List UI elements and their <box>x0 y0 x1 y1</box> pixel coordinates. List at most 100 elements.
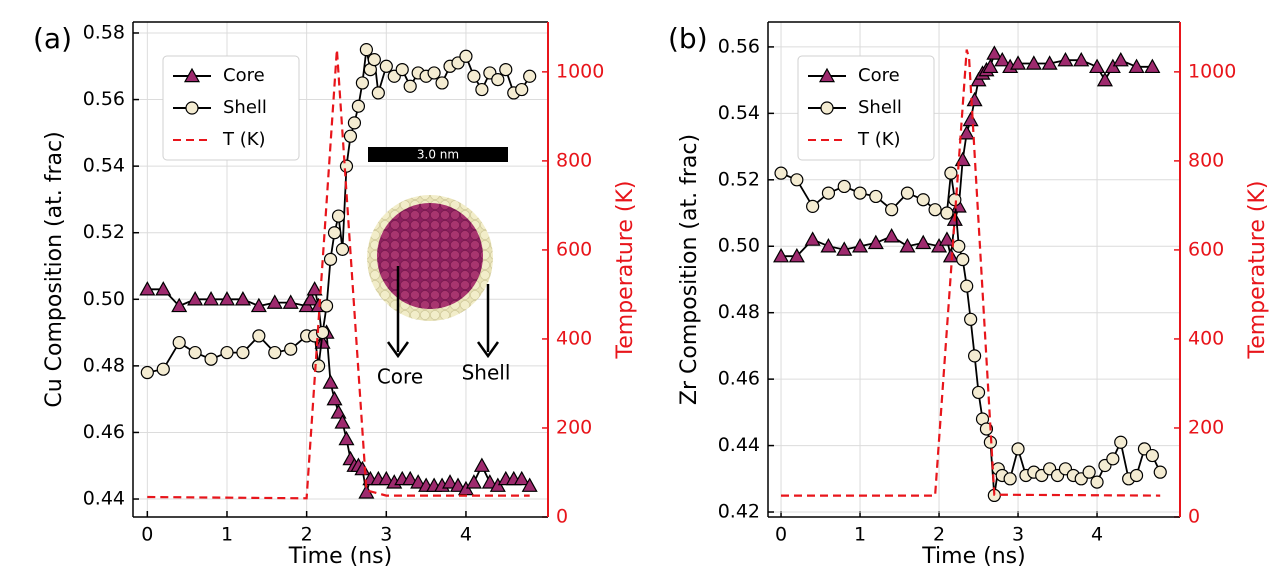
legend-label: T (K) <box>222 129 266 150</box>
y-tick-label: 0.50 <box>83 288 125 310</box>
x-tick-label: 2 <box>301 524 313 546</box>
marker <box>967 349 982 363</box>
y-tick-label: 0.56 <box>83 88 125 110</box>
marker <box>1090 475 1104 489</box>
marker <box>1011 442 1025 456</box>
marker <box>220 345 234 360</box>
marker <box>140 365 154 380</box>
marker <box>852 238 869 253</box>
marker <box>521 477 538 492</box>
marker <box>284 342 298 356</box>
x-tick-label: 4 <box>1091 524 1103 546</box>
y2-tick-label: 1000 <box>1188 60 1236 82</box>
marker <box>837 179 851 194</box>
marker <box>395 63 409 77</box>
y-tick-label: 0.54 <box>83 155 125 177</box>
x-tick-label: 1 <box>221 524 233 546</box>
marker <box>339 159 354 173</box>
x-tick-label: 4 <box>460 524 472 546</box>
arrow-head <box>476 341 500 359</box>
y-tick-label: 0.46 <box>83 421 125 443</box>
marker <box>982 58 999 74</box>
y2-tick-label: 400 <box>556 327 592 349</box>
legend-label: Core <box>858 65 900 86</box>
marker <box>867 234 884 250</box>
series-line <box>781 49 1161 497</box>
marker <box>367 53 381 67</box>
marker <box>491 72 505 87</box>
marker <box>187 291 204 306</box>
marker <box>467 69 481 83</box>
marker <box>172 335 186 350</box>
marker <box>475 82 489 97</box>
marker <box>1153 465 1167 479</box>
marker <box>962 111 979 127</box>
inset-label: Core <box>377 365 423 389</box>
marker <box>853 186 867 200</box>
marker <box>459 49 473 63</box>
marker <box>986 45 1003 60</box>
marker <box>473 457 490 472</box>
marker <box>1096 71 1113 87</box>
marker <box>940 206 954 220</box>
series-layer <box>773 45 1167 503</box>
marker <box>944 166 958 180</box>
marker <box>378 470 395 486</box>
marker <box>773 247 790 263</box>
marker <box>1041 55 1058 70</box>
inset: 3.0 nm Core Shell <box>367 147 510 389</box>
scale-bar <box>368 147 508 162</box>
y-tick-label: 0.44 <box>83 488 125 510</box>
marker <box>883 228 900 243</box>
marker <box>379 59 393 73</box>
legend-marker <box>183 67 201 83</box>
marker <box>315 325 330 340</box>
marker <box>156 362 170 376</box>
y-axis-title: Cu Composition (at. frac) <box>42 131 67 407</box>
marker <box>402 470 419 486</box>
marker <box>338 430 355 446</box>
marker <box>820 238 837 253</box>
marker <box>481 474 498 489</box>
scale-bar-label: 3.0 nm <box>417 148 459 162</box>
y-tick-label: 0.50 <box>718 235 760 257</box>
marker <box>322 374 339 389</box>
marker <box>250 297 267 313</box>
marker <box>371 86 385 100</box>
marker <box>139 281 156 296</box>
legend-label: Core <box>223 65 265 86</box>
marker <box>915 234 932 250</box>
x-axis-title: Time (ns) <box>921 544 1025 569</box>
marker <box>1129 468 1144 483</box>
legend-label: T (K) <box>857 129 901 150</box>
marker <box>821 186 836 200</box>
y2-tick-label: 0 <box>1188 506 1200 528</box>
marker <box>900 186 915 200</box>
arrow-head <box>386 341 410 359</box>
marker <box>268 345 282 360</box>
series-layer <box>139 43 538 500</box>
marker <box>171 297 188 313</box>
legend-label: Shell <box>858 97 902 118</box>
x-tick-label: 1 <box>854 524 866 546</box>
legend-marker <box>818 67 836 83</box>
marker <box>952 239 966 253</box>
marker <box>351 99 366 113</box>
panel: 0 1 2 3 4 0.42 0.44 0.46 0.48 0.50 0.52 0.54 0.56 0 20… <box>668 21 1270 569</box>
marker <box>1128 58 1145 74</box>
marker <box>403 79 417 93</box>
marker <box>960 279 974 293</box>
y-tick-label: 0.52 <box>718 168 760 190</box>
x-tick-label: 3 <box>380 524 392 546</box>
marker <box>306 281 323 296</box>
y2-axis-title: Temperature (K) <box>613 181 638 360</box>
marker <box>928 203 942 217</box>
marker <box>1144 58 1161 74</box>
marker <box>523 69 537 83</box>
marker <box>899 238 916 253</box>
y2-tick-label: 400 <box>1188 327 1224 349</box>
y2-tick-label: 1000 <box>556 60 604 82</box>
marker <box>331 209 346 223</box>
marker <box>1089 58 1106 74</box>
marker <box>435 76 449 90</box>
